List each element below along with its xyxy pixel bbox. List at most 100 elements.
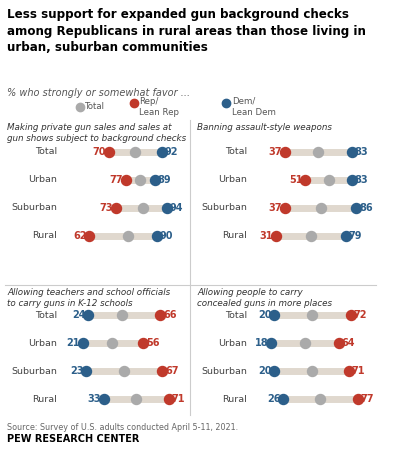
Text: Allowing people to carry
concealed guns in more places: Allowing people to carry concealed guns … (197, 288, 333, 308)
Text: 20: 20 (258, 310, 272, 320)
Point (346, 367, 352, 374)
Point (268, 339, 275, 347)
Point (349, 149, 355, 156)
Text: Rep/
Lean Rep: Rep/ Lean Rep (139, 97, 179, 117)
Text: Source: Survey of U.S. adults conducted April 5-11, 2021.: Source: Survey of U.S. adults conducted … (7, 423, 239, 432)
Text: 21: 21 (67, 338, 80, 348)
Point (336, 339, 342, 347)
Point (140, 339, 147, 347)
Text: 62: 62 (73, 231, 87, 241)
Point (318, 204, 325, 211)
Point (302, 339, 309, 347)
Point (79, 339, 86, 347)
Point (151, 176, 158, 184)
Point (137, 176, 144, 184)
Point (343, 233, 349, 240)
Point (159, 367, 165, 374)
Text: 20: 20 (258, 366, 272, 376)
Text: Total: Total (225, 148, 247, 157)
Text: 90: 90 (160, 231, 173, 241)
Text: PEW RESEARCH CENTER: PEW RESEARCH CENTER (7, 434, 139, 444)
Text: Urban: Urban (218, 339, 247, 348)
Text: 64: 64 (341, 338, 355, 348)
Text: Total: Total (35, 311, 57, 320)
Point (84, 312, 91, 319)
Point (154, 233, 160, 240)
Point (132, 149, 139, 156)
Text: 70: 70 (92, 147, 106, 157)
Point (105, 149, 112, 156)
Point (302, 176, 309, 184)
Point (353, 204, 360, 211)
Point (325, 176, 332, 184)
Point (83, 367, 89, 374)
Text: 56: 56 (146, 338, 160, 348)
Text: Banning assault-style weapons: Banning assault-style weapons (197, 123, 332, 132)
Point (157, 312, 164, 319)
Text: 24: 24 (72, 310, 85, 320)
Point (316, 396, 323, 403)
Point (354, 396, 361, 403)
Text: Urban: Urban (28, 339, 57, 348)
Text: Less support for expanded gun background checks
among Republicans in rural areas: Less support for expanded gun background… (7, 8, 366, 54)
Point (158, 149, 165, 156)
Text: 71: 71 (172, 394, 185, 404)
Text: 83: 83 (355, 147, 368, 157)
Text: Suburban: Suburban (202, 203, 247, 212)
Text: 92: 92 (165, 147, 178, 157)
Point (315, 149, 322, 156)
Text: 83: 83 (355, 175, 368, 185)
Text: 66: 66 (163, 310, 177, 320)
Text: Total: Total (225, 311, 247, 320)
Text: Suburban: Suburban (202, 366, 247, 375)
Text: 72: 72 (353, 310, 367, 320)
Point (133, 396, 140, 403)
Point (86, 233, 93, 240)
Point (125, 233, 131, 240)
Text: 77: 77 (109, 175, 123, 185)
Point (113, 204, 119, 211)
Point (281, 204, 288, 211)
Point (139, 204, 146, 211)
Point (309, 312, 316, 319)
Point (163, 204, 170, 211)
Text: 37: 37 (268, 203, 282, 213)
Text: 23: 23 (70, 366, 84, 376)
Text: Allowing teachers and school officials
to carry guns in K-12 schools: Allowing teachers and school officials t… (7, 288, 171, 308)
Point (281, 149, 288, 156)
Point (271, 367, 278, 374)
Text: Rural: Rural (223, 232, 247, 241)
Text: 86: 86 (359, 203, 373, 213)
Text: Suburban: Suburban (11, 203, 57, 212)
Text: Dem/
Lean Dem: Dem/ Lean Dem (232, 97, 276, 117)
Point (100, 396, 107, 403)
Point (273, 233, 279, 240)
Text: 18: 18 (255, 338, 269, 348)
Text: 73: 73 (100, 203, 113, 213)
Point (166, 396, 173, 403)
Point (347, 312, 354, 319)
Text: 31: 31 (260, 231, 273, 241)
Text: 94: 94 (169, 203, 183, 213)
Text: 89: 89 (158, 175, 171, 185)
Text: 71: 71 (352, 366, 365, 376)
Text: Total: Total (85, 102, 105, 111)
Text: Rural: Rural (223, 395, 247, 404)
Point (349, 176, 355, 184)
Text: Total: Total (35, 148, 57, 157)
Text: 67: 67 (165, 366, 178, 376)
Point (122, 176, 129, 184)
Text: 37: 37 (268, 147, 282, 157)
Text: 79: 79 (349, 231, 362, 241)
Point (280, 396, 286, 403)
Point (109, 339, 116, 347)
Text: % who strongly or somewhat favor ...: % who strongly or somewhat favor ... (7, 88, 190, 98)
Text: Rural: Rural (32, 232, 57, 241)
Point (307, 233, 314, 240)
Text: Urban: Urban (28, 176, 57, 185)
Text: 26: 26 (267, 394, 281, 404)
Text: 77: 77 (360, 394, 374, 404)
Text: Urban: Urban (218, 176, 247, 185)
Point (121, 367, 128, 374)
Point (271, 312, 278, 319)
